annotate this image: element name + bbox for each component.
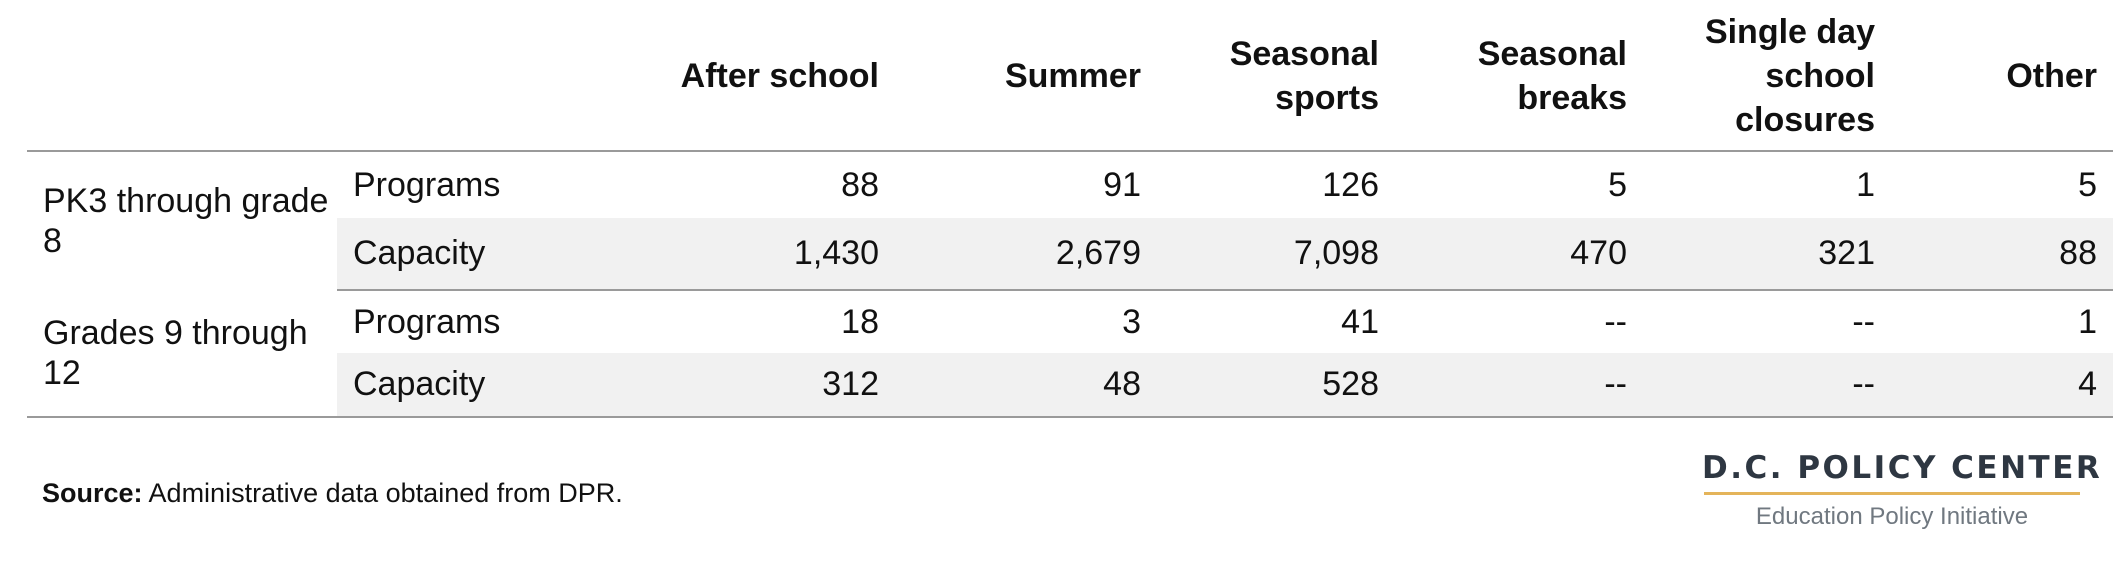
table-cell: 2,679 [895,218,1157,291]
column-header-single-day-closures: Single day school closures [1643,0,1891,152]
data-table-container: After school Summer Seasonal sports Seas… [27,0,2113,418]
logo-subtitle: Education Policy Initiative [1755,503,2029,530]
source-note: Source: Administrative data obtained fro… [42,478,623,509]
table-row: Capacity 1,430 2,679 7,098 470 321 88 [27,218,2113,291]
header-blank-group [27,0,337,152]
header-blank-metric [337,0,545,152]
logo-name: D.C. POLICY CENTER [1702,450,2103,486]
table-cell: 470 [1395,218,1643,291]
table-cell: 91 [1103,165,1141,204]
table-cell: 88 [841,165,879,204]
row-metric-label: Capacity [337,218,545,291]
logo-divider [1704,492,2080,495]
column-header-other: Other [1891,0,2113,152]
table-cell: 88 [1891,218,2113,291]
header-row: After school Summer Seasonal sports Seas… [27,0,2113,152]
table-cell: -- [1604,302,1627,341]
table-cell: 321 [1643,218,1891,291]
table-cell: 48 [895,353,1157,418]
table-cell: -- [1643,353,1891,418]
table-cell: 1,430 [545,218,895,291]
data-table: After school Summer Seasonal sports Seas… [27,0,2113,418]
table-row: Grades 9 through 12 Programs 18 3 41 -- … [27,290,2113,418]
table-cell: 312 [545,353,895,418]
table-cell: 1 [2078,302,2097,341]
table-cell: 7,098 [1157,218,1395,291]
column-header-after-school: After school [545,0,895,152]
column-header-seasonal-breaks: Seasonal breaks [1395,0,1643,152]
row-group-label: Grades 9 through 12 [27,290,337,418]
dc-policy-center-logo: D.C. POLICY CENTER Education Policy Init… [1702,450,2103,531]
row-group-label: PK3 through grade 8 [27,151,337,290]
source-label: Source: [42,478,143,508]
column-header-summer: Summer [895,0,1157,152]
table-cell: 5 [2078,165,2097,204]
row-metric-label: Programs [353,302,501,341]
table-cell: 3 [1122,302,1141,341]
table-cell: 5 [1608,165,1627,204]
table-row: Capacity 312 48 528 -- -- 4 [27,353,2113,418]
table-row: PK3 through grade 8 Programs 88 91 126 5… [27,151,2113,290]
table-cell: 528 [1157,353,1395,418]
table-cell: 41 [1341,302,1379,341]
row-metric-label: Capacity [337,353,545,418]
source-text: Administrative data obtained from DPR. [142,478,623,508]
table-cell: 4 [1891,353,2113,418]
table-cell: -- [1852,302,1875,341]
row-metric-label: Programs [353,165,501,204]
table-cell: -- [1395,353,1643,418]
table-cell: 1 [1856,165,1875,204]
table-cell: 18 [841,302,879,341]
table-cell: 126 [1322,165,1379,204]
column-header-seasonal-sports: Seasonal sports [1157,0,1395,152]
